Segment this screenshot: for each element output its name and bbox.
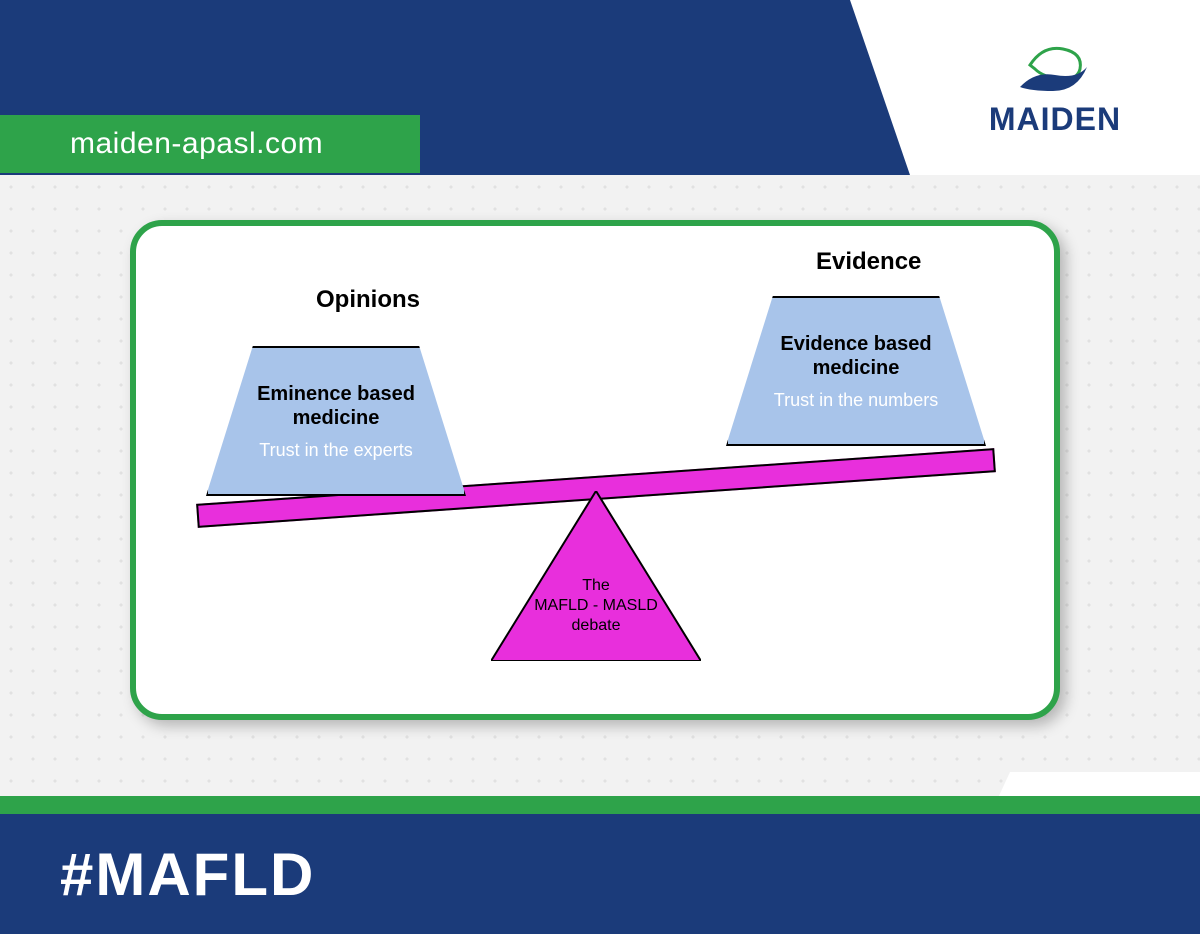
label-opinions: Opinions [316,286,420,314]
seesaw-diagram: Opinions Evidence Eminence based medicin… [136,226,1054,714]
hashtag-text: #MAFLD [60,840,315,909]
right-block-subtitle: Trust in the numbers [774,390,938,411]
fulcrum-line3: debate [491,616,701,636]
logo-panel: MAIDEN [910,0,1200,175]
fulcrum-line1: The [491,576,701,596]
fulcrum-line2: MAFLD - MASLD [491,596,701,616]
left-block-title: Eminence based medicine [228,382,444,430]
right-block-title: Evidence based medicine [748,332,964,380]
logo-text: MAIDEN [989,101,1121,138]
fulcrum-label: The MAFLD - MASLD debate [491,576,701,636]
left-trapezoid: Eminence based medicine Trust in the exp… [206,346,466,496]
footer-green-strip [0,796,1200,814]
diagram-frame: Opinions Evidence Eminence based medicin… [130,220,1060,720]
fulcrum: The MAFLD - MASLD debate [491,491,701,661]
label-evidence: Evidence [816,248,921,276]
url-text: maiden-apasl.com [70,127,323,161]
footer-bar: #MAFLD [0,814,1200,934]
left-block-subtitle: Trust in the experts [259,440,412,461]
maiden-logo-icon [1005,37,1105,97]
url-banner: maiden-apasl.com [0,115,420,173]
right-trapezoid: Evidence based medicine Trust in the num… [726,296,986,446]
